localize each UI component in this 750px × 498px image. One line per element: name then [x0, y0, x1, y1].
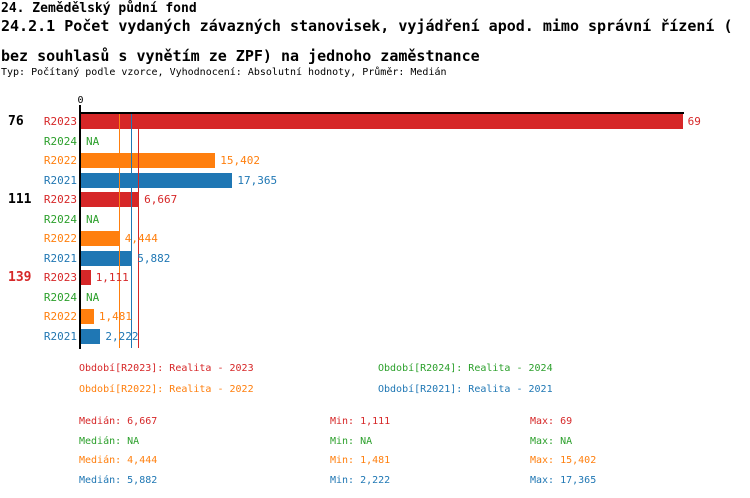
bar: [81, 250, 133, 266]
bar-row-label: R2023: [43, 115, 77, 128]
x-axis-line: [79, 112, 684, 114]
stat-max: Max: 69: [530, 416, 573, 427]
y-axis-line: [79, 105, 81, 349]
bar-row-label: R2022: [43, 232, 77, 245]
bar-row-label: R2022: [43, 310, 77, 323]
chart-meta-line: Typ: Počítaný podle vzorce, Vyhodnocení:…: [1, 67, 447, 78]
bar-row-label: R2024: [43, 212, 77, 226]
chart-subtitle-line1: 24.2.1 Počet vydaných závazných stanovis…: [1, 17, 733, 35]
bar-row-label: R2021: [43, 329, 77, 343]
legend-item: Období[R2022]: Realita - 2022: [79, 384, 254, 395]
legend-item: Období[R2024]: Realita - 2024: [378, 363, 553, 374]
bar-value-label: 69: [687, 115, 701, 128]
stat-min: Min: 2,222: [330, 474, 391, 486]
bar-value-label: 6,667: [144, 193, 178, 206]
bar-value-label: NA: [86, 212, 100, 226]
median-line: [138, 114, 140, 348]
bar: [81, 172, 233, 188]
bar-row-label: R2022: [43, 154, 77, 167]
median-line: [131, 114, 133, 348]
bar-value-label: 15,402: [220, 154, 261, 167]
bar: [81, 231, 120, 246]
stat-median: Medián: 4,444: [79, 455, 158, 466]
bar: [81, 328, 101, 344]
stat-median: Medián: 6,667: [79, 416, 158, 427]
group-label: 111: [8, 192, 32, 207]
group-label: 76: [8, 114, 24, 129]
bar-value-label: 4,444: [124, 232, 158, 245]
stat-min: Min: NA: [330, 435, 373, 447]
stat-max: Max: 17,365: [530, 474, 597, 486]
bar: [81, 114, 683, 129]
bar: [81, 270, 91, 285]
grouped-bar-chart: 0 76 R2023 69 R2024 NA R2022 15,402 R2021 17,365…: [8, 95, 701, 349]
stat-median: Medián: 5,882: [79, 474, 158, 486]
bar-value-label: 5,882: [137, 251, 171, 265]
page-title: 24. Zemědělský půdní fond: [1, 1, 197, 16]
chart-subtitle-line2: bez souhlasů s vynětím ze ZPF) na jednoh…: [1, 47, 480, 65]
bar-value-label: 1,481: [98, 310, 133, 323]
bar-value-label: 2,222: [105, 329, 139, 343]
bar-row-label: R2024: [43, 290, 77, 304]
bar-row-label: R2024: [43, 134, 77, 148]
stat-max: Max: NA: [530, 435, 573, 447]
bar: [81, 192, 140, 207]
stat-max: Max: 15,402: [530, 455, 597, 466]
bar-value-label: 17,365: [237, 173, 278, 187]
stat-median: Medián: NA: [79, 435, 140, 447]
bar-value-label: NA: [86, 134, 100, 148]
stat-min: Min: 1,481: [330, 455, 391, 466]
stat-min: Min: 1,111: [330, 416, 391, 427]
bar: [81, 153, 216, 168]
bar-row-label: R2023: [43, 271, 77, 284]
x-axis-origin-tick: 0: [77, 95, 84, 106]
bar-row-label: R2021: [43, 173, 77, 187]
group-label: 139: [8, 270, 32, 285]
bar-row-label: R2021: [43, 251, 77, 265]
bar-value-label: NA: [86, 290, 100, 304]
bar: [81, 309, 94, 324]
median-line: [118, 114, 120, 348]
legend-item: Období[R2021]: Realita - 2021: [378, 384, 553, 395]
bar-value-label: 1,111: [95, 271, 129, 284]
legend-item: Období[R2023]: Realita - 2023: [79, 363, 254, 374]
bar-row-label: R2023: [43, 193, 77, 206]
